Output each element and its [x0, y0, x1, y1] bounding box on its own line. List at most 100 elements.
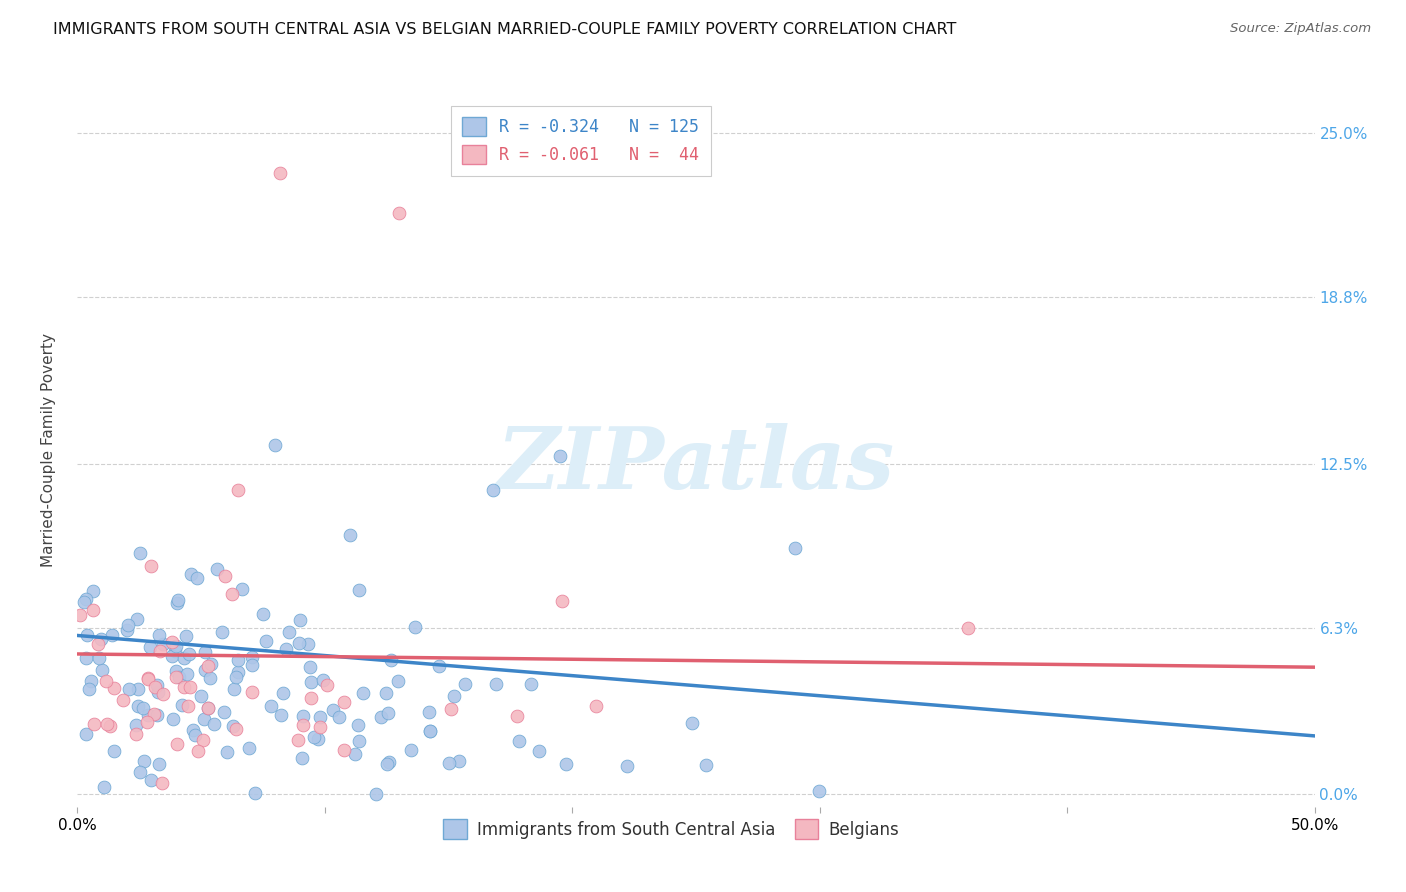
Point: [288, 613, 311, 627]
Point: [197, 701, 219, 715]
Point: [315, 678, 337, 692]
Point: [419, 723, 441, 738]
Point: [174, 629, 197, 643]
Point: [204, 717, 226, 731]
Point: [225, 722, 247, 736]
Point: [343, 747, 366, 762]
Point: [349, 733, 371, 747]
Point: [260, 699, 283, 714]
Point: [299, 675, 322, 690]
Point: [125, 718, 148, 732]
Point: [76, 592, 98, 607]
Point: [162, 712, 184, 726]
Point: [957, 621, 980, 635]
Point: [143, 680, 166, 694]
Point: [205, 562, 228, 576]
Point: [75, 650, 97, 665]
Point: [166, 596, 188, 610]
Point: [186, 571, 208, 585]
Point: [101, 628, 124, 642]
Point: [93, 780, 115, 795]
Point: [681, 716, 703, 731]
Point: [312, 673, 335, 687]
Point: [177, 699, 200, 714]
Point: [98, 719, 121, 733]
Point: [375, 757, 398, 772]
Point: [333, 742, 356, 756]
Point: [190, 689, 212, 703]
Point: [254, 634, 277, 648]
Point: [352, 686, 374, 700]
Point: [447, 754, 470, 768]
Point: [270, 708, 292, 723]
Point: [167, 670, 190, 684]
Point: [555, 757, 578, 772]
Point: [103, 681, 125, 695]
Point: [165, 670, 187, 684]
Point: [299, 691, 322, 706]
Point: [194, 645, 217, 659]
Point: [695, 757, 717, 772]
Point: [240, 685, 263, 699]
Point: [225, 671, 247, 685]
Point: [148, 628, 170, 642]
Text: IMMIGRANTS FROM SOUTH CENTRAL ASIA VS BELGIAN MARRIED-COUPLE FAMILY POVERTY CORR: IMMIGRANTS FROM SOUTH CENTRAL ASIA VS BE…: [53, 22, 957, 37]
Point: [808, 784, 831, 798]
Point: [76, 627, 98, 641]
Text: ZIPatlas: ZIPatlas: [496, 423, 896, 507]
Point: [304, 730, 326, 744]
Point: [269, 166, 291, 180]
Point: [148, 757, 170, 772]
Point: [374, 686, 396, 700]
Point: [184, 728, 207, 742]
Point: [160, 649, 183, 664]
Point: [378, 756, 401, 770]
Point: [150, 776, 173, 790]
Point: [136, 708, 159, 723]
Point: [96, 717, 118, 731]
Point: [297, 637, 319, 651]
Point: [173, 651, 195, 665]
Point: [149, 644, 172, 658]
Text: Source: ZipAtlas.com: Source: ZipAtlas.com: [1230, 22, 1371, 36]
Point: [377, 706, 399, 720]
Point: [292, 709, 315, 723]
Point: [322, 703, 344, 717]
Point: [548, 449, 571, 463]
Point: [115, 624, 138, 638]
Point: [551, 593, 574, 607]
Point: [127, 681, 149, 696]
Point: [346, 717, 368, 731]
Point: [520, 676, 543, 690]
Point: [142, 707, 165, 722]
Point: [349, 582, 371, 597]
Point: [83, 716, 105, 731]
Point: [264, 438, 287, 452]
Point: [94, 673, 117, 688]
Point: [179, 647, 201, 661]
Point: [165, 664, 187, 678]
Point: [118, 682, 141, 697]
Point: [339, 528, 361, 542]
Point: [783, 541, 806, 556]
Point: [240, 657, 263, 672]
Point: [173, 680, 195, 694]
Point: [112, 693, 135, 707]
Point: [404, 620, 426, 634]
Point: [298, 660, 321, 674]
Point: [505, 709, 527, 723]
Point: [333, 695, 356, 709]
Point: [309, 710, 332, 724]
Point: [193, 713, 215, 727]
Point: [87, 650, 110, 665]
Point: [87, 637, 110, 651]
Point: [197, 659, 219, 673]
Point: [211, 624, 233, 639]
Point: [252, 607, 274, 621]
Point: [163, 644, 186, 658]
Point: [139, 773, 162, 788]
Point: [80, 673, 103, 688]
Point: [527, 744, 550, 758]
Point: [200, 657, 222, 671]
Point: [194, 663, 217, 677]
